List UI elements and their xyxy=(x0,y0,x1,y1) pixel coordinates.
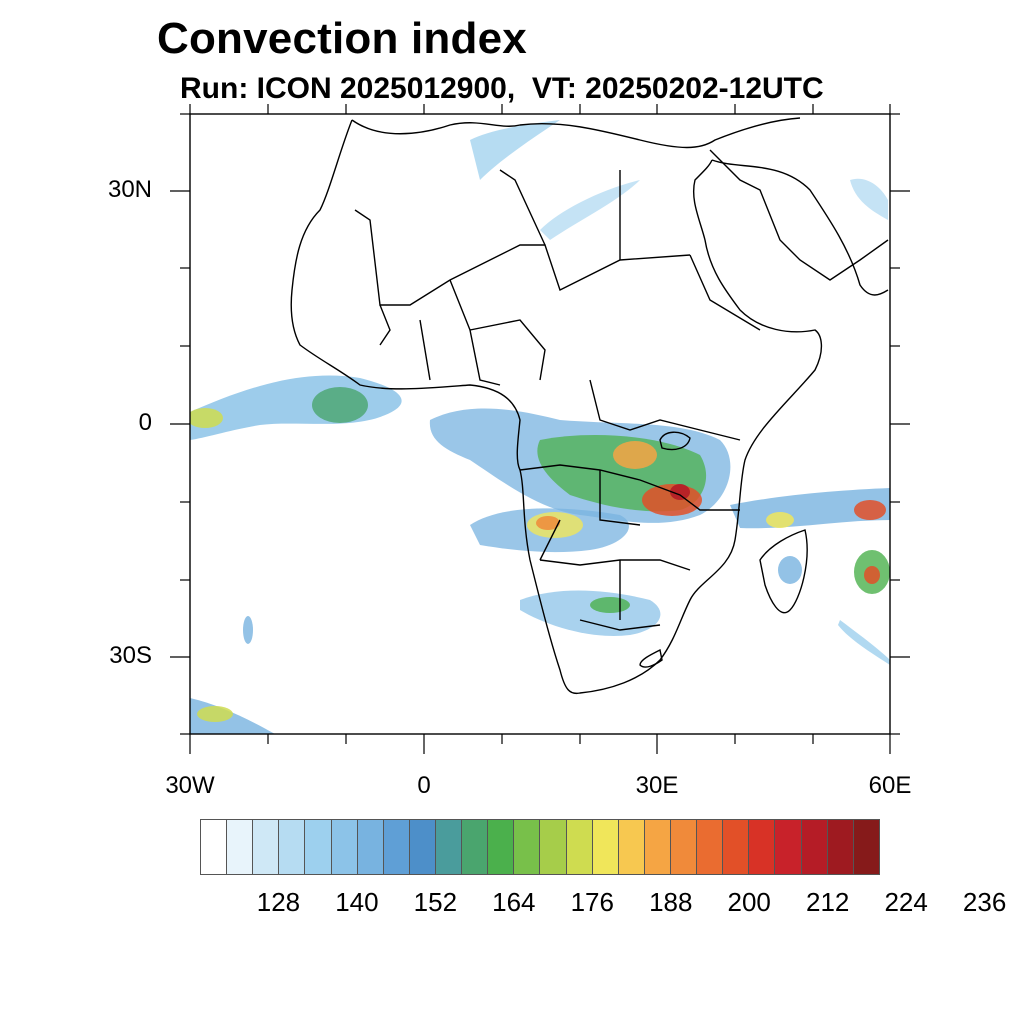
colorbar-swatch xyxy=(566,820,593,874)
colorbar-label: 224 xyxy=(884,887,928,917)
colorbar-swatch xyxy=(540,820,567,874)
colorbar-label: 188 xyxy=(649,887,693,917)
colorbar-label: 128 xyxy=(256,887,301,917)
gulf-guinea-band xyxy=(190,375,402,440)
lat-label-0: 0 xyxy=(138,409,152,436)
colorbar-swatch xyxy=(827,820,854,874)
colorbar-swatch xyxy=(462,820,489,874)
colorbar-swatch xyxy=(357,820,384,874)
colorbar-swatch xyxy=(775,820,802,874)
colorbar-swatch xyxy=(201,820,228,874)
colorbar-swatch xyxy=(514,820,541,874)
colorbar-swatch xyxy=(488,820,515,874)
colorbar-swatch xyxy=(749,820,776,874)
lon-label-0: 0 xyxy=(417,772,431,799)
lat-label-30s: 30S xyxy=(109,642,152,669)
lon-label-60e: 60E xyxy=(868,772,912,799)
gulf-guinea-core xyxy=(312,387,368,423)
colorbar xyxy=(200,819,880,875)
colorbar-swatch xyxy=(618,820,645,874)
colorbar-swatch xyxy=(435,820,463,874)
colorbar-label: 200 xyxy=(727,887,771,917)
colorbar-label: 152 xyxy=(413,887,458,917)
colorbar-swatch xyxy=(801,820,828,874)
lat-label-30n: 30N xyxy=(107,176,152,203)
map-ticks xyxy=(170,104,910,754)
lon-label-30e: 30E xyxy=(635,772,679,799)
colorbar-swatch xyxy=(723,820,750,874)
colorbar-swatch xyxy=(383,820,410,874)
colorbar-swatch xyxy=(853,820,879,874)
colorbar-label: 176 xyxy=(570,887,614,917)
colorbar-swatch xyxy=(279,820,306,874)
chart-title: Convection index xyxy=(157,14,527,63)
map-area xyxy=(190,117,890,734)
colorbar-swatch xyxy=(644,820,671,874)
colorbar-label: 212 xyxy=(805,887,850,917)
convection-shading xyxy=(190,120,890,734)
colorbar-swatch xyxy=(670,820,698,874)
colorbar-swatch xyxy=(331,820,358,874)
southern-africa-band xyxy=(520,590,661,636)
lon-label-30w: 30W xyxy=(165,772,215,799)
colorbar-label: 164 xyxy=(492,887,536,917)
colorbar-swatch xyxy=(253,820,280,874)
colorbar-label: 236 xyxy=(962,887,1007,917)
coastlines xyxy=(290,117,889,695)
colorbar-swatch xyxy=(697,820,724,874)
colorbar-swatch xyxy=(409,820,436,874)
chart-subtitle: Run: ICON 2025012900, VT: 20250202-12UTC xyxy=(180,72,824,105)
colorbar-swatch xyxy=(227,820,254,874)
colorbar-swatch xyxy=(592,820,619,874)
colorbar-swatch xyxy=(305,820,332,874)
colorbar-label: 140 xyxy=(335,887,379,917)
